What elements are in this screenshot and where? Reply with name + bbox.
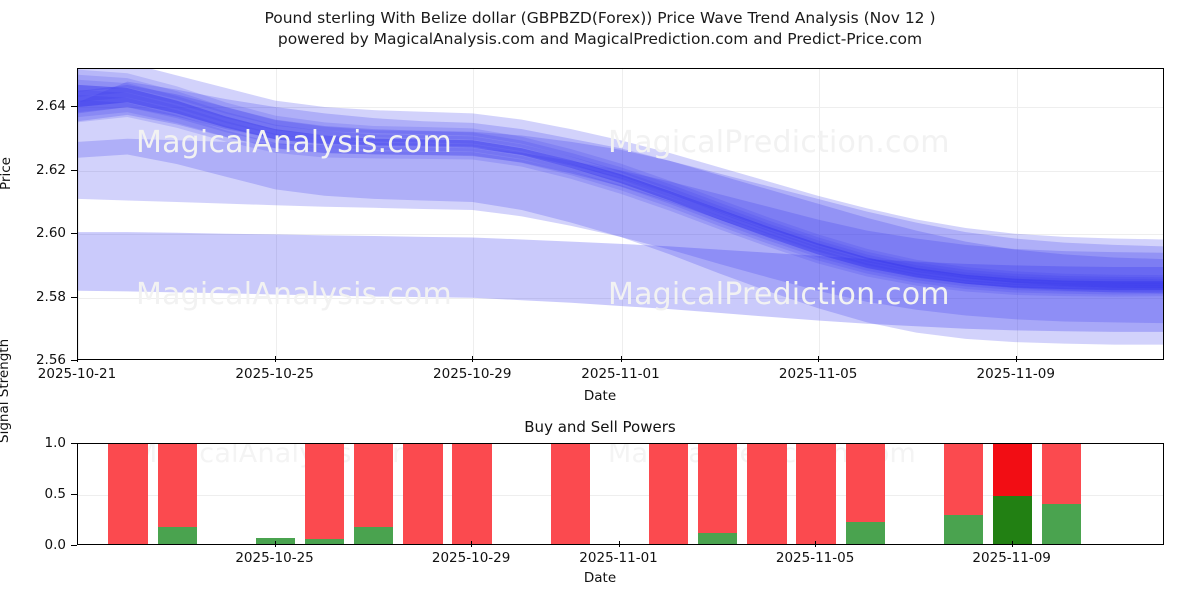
wave-band-core bbox=[78, 84, 1163, 291]
price-y-tick-label: 2.60 bbox=[35, 225, 66, 242]
bars-x-tick-label: 2025-10-29 bbox=[431, 550, 511, 566]
wave-band-1 bbox=[78, 81, 1163, 289]
bars-y-tick-mark bbox=[71, 545, 77, 547]
bars-x-tick-mark bbox=[815, 541, 817, 547]
buy-power-bar[interactable] bbox=[1042, 504, 1082, 544]
title-line-primary: Pound sterling With Belize dollar (GBPBZ… bbox=[264, 9, 936, 27]
bars-y-tick-label: 1.0 bbox=[44, 435, 66, 451]
wave-band-core bbox=[78, 100, 1163, 297]
sell-power-bar[interactable] bbox=[698, 444, 738, 544]
price-y-tick-mark bbox=[71, 106, 77, 108]
bars-y-tick-label: 0.5 bbox=[44, 486, 66, 502]
wave-band-core bbox=[78, 79, 1163, 289]
price-y-tick-label: 2.58 bbox=[35, 288, 66, 305]
wave-band-outer-channel bbox=[78, 138, 1163, 324]
price-y-tick-mark bbox=[71, 233, 77, 235]
price-x-tick-mark bbox=[620, 356, 622, 362]
sell-power-bar[interactable] bbox=[747, 444, 787, 544]
wave-band-core bbox=[78, 89, 1163, 293]
sell-power-bar[interactable] bbox=[452, 444, 492, 544]
price-y-axis: 2.56 2.58 2.60 2.62 2.64 bbox=[0, 68, 1200, 368]
price-x-tick-label: 2025-10-29 bbox=[433, 366, 512, 382]
title-line-secondary: powered by MagicalAnalysis.com and Magic… bbox=[277, 30, 923, 48]
bars-chart-title: Buy and Sell Powers bbox=[524, 418, 676, 436]
sell-power-bar[interactable] bbox=[796, 444, 836, 544]
price-wave-bands bbox=[78, 69, 1163, 345]
price-x-axis-title: Date bbox=[583, 388, 617, 404]
wave-band-core bbox=[78, 74, 1163, 287]
price-x-tick-mark bbox=[274, 356, 276, 362]
wave-band-2 bbox=[78, 84, 1163, 294]
bars-y-tick-label: 0.0 bbox=[44, 537, 66, 553]
bars-x-tick-mark bbox=[618, 541, 620, 547]
bars-y-tick-mark bbox=[71, 443, 77, 445]
price-x-tick-label: 2025-11-01 bbox=[581, 366, 660, 382]
bars-x-tick-mark bbox=[1011, 541, 1013, 547]
buy-power-bar[interactable] bbox=[354, 526, 394, 544]
bars-y-axis: 0.0 0.5 1.0 bbox=[0, 435, 1200, 553]
price-x-tick-mark bbox=[472, 356, 474, 362]
price-x-tick-mark bbox=[77, 356, 79, 362]
price-y-axis-title: Price bbox=[0, 157, 14, 190]
sell-power-bar[interactable] bbox=[305, 444, 345, 544]
wave-band-lower-channel bbox=[78, 232, 1163, 332]
buy-power-bar[interactable] bbox=[305, 538, 345, 544]
bars-x-tick-label: 2025-10-25 bbox=[235, 550, 314, 566]
price-y-tick-label: 2.64 bbox=[35, 98, 66, 115]
price-x-tick-mark bbox=[1015, 356, 1017, 362]
price-y-tick-mark bbox=[71, 296, 77, 298]
price-x-tick-mark bbox=[818, 356, 820, 362]
wave-band-core-center bbox=[78, 84, 1163, 291]
buy-power-bar[interactable] bbox=[943, 515, 984, 544]
bars-x-tick-label: 2025-11-01 bbox=[579, 550, 658, 566]
page-title: Pound sterling With Belize dollar (GBPBZ… bbox=[0, 8, 1200, 50]
wave-band-wide bbox=[78, 69, 1163, 345]
bars-y-tick-mark bbox=[71, 494, 77, 496]
sell-power-bar[interactable] bbox=[108, 444, 148, 544]
price-x-tick-label: 2025-10-21 bbox=[37, 366, 117, 382]
price-x-axis: 2025-10-21 2025-10-25 2025-10-29 2025-11-01… bbox=[0, 356, 1200, 386]
bars-x-tick-mark bbox=[274, 541, 276, 547]
sell-power-bar[interactable] bbox=[403, 444, 443, 544]
bars-y-axis-title: Signal Strength bbox=[0, 338, 12, 443]
price-x-tick-label: 2025-10-25 bbox=[235, 366, 314, 382]
bars-x-tick-label: 2025-11-05 bbox=[775, 550, 855, 566]
buy-power-bar[interactable] bbox=[157, 526, 197, 544]
wave-band-core bbox=[78, 94, 1163, 295]
price-x-tick-label: 2025-11-05 bbox=[778, 366, 858, 382]
price-y-tick-mark bbox=[71, 169, 77, 171]
bars-x-axis-title: Date bbox=[583, 570, 617, 586]
bars-x-axis: 2025-10-25 2025-10-29 2025-11-01 2025-11-05… bbox=[0, 541, 1200, 569]
buy-power-bar[interactable] bbox=[255, 537, 296, 544]
price-y-tick-label: 2.56 bbox=[35, 352, 66, 368]
sell-power-bar[interactable] bbox=[649, 444, 689, 544]
bars-x-tick-label: 2025-11-09 bbox=[972, 550, 1051, 566]
buy-power-bar[interactable] bbox=[993, 496, 1033, 544]
price-y-tick-mark bbox=[71, 360, 77, 362]
buy-power-bar[interactable] bbox=[845, 521, 885, 544]
bars-x-tick-mark bbox=[471, 541, 473, 547]
buy-power-bar[interactable] bbox=[698, 532, 738, 544]
sell-power-bar[interactable] bbox=[550, 444, 591, 544]
wave-band-core bbox=[78, 69, 1163, 285]
price-y-tick-label: 2.62 bbox=[35, 161, 66, 178]
price-x-tick-label: 2025-11-09 bbox=[976, 366, 1055, 382]
